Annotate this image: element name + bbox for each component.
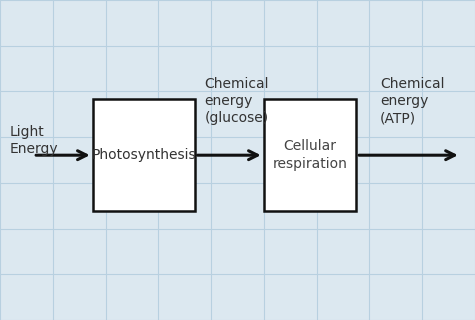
Bar bbox=[264, 99, 356, 211]
Text: Photosynthesis: Photosynthesis bbox=[91, 148, 196, 162]
Text: Chemical
energy
(ATP): Chemical energy (ATP) bbox=[380, 77, 445, 125]
Text: Light
Energy: Light Energy bbox=[10, 125, 58, 156]
Bar bbox=[93, 99, 195, 211]
Text: Cellular
respiration: Cellular respiration bbox=[273, 139, 347, 172]
Text: Chemical
energy
(glucose): Chemical energy (glucose) bbox=[204, 77, 269, 125]
